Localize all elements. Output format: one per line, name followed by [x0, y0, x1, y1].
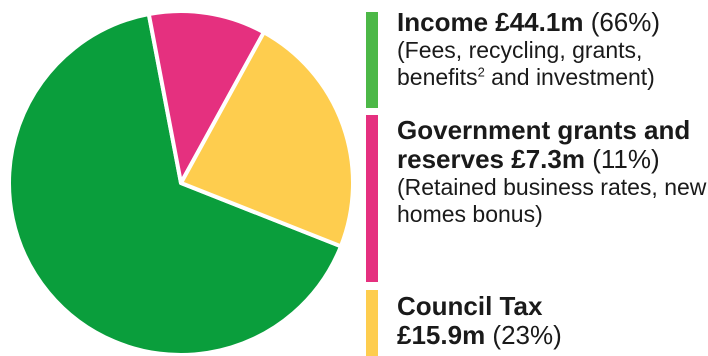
legend-entry-government-grants: Government grants and reserves £7.3m (11… [397, 116, 708, 228]
legend-desc-government-grants: (Retained business rates, new homes bonu… [397, 174, 707, 227]
legend-desc-income-a: (Fees, recycling, grants, benefits [397, 37, 643, 90]
legend-amount-income: £44.1m [495, 7, 584, 37]
legend-title-income: Income £44.1m (66%) [397, 8, 708, 37]
pie-chart [6, 9, 355, 356]
pie-slice-income [6, 12, 343, 356]
legend-name-council-tax: Council Tax [397, 291, 543, 321]
legend-amount-council-tax: £15.9m [397, 320, 486, 350]
legend-title-government-grants: Government grants and reserves £7.3m (11… [397, 116, 697, 174]
pie-slice-government-grants-and-reserves [146, 9, 266, 185]
legend-bar-income [366, 12, 378, 108]
legend-percent-income: (66%) [590, 7, 661, 37]
legend-bar-government-grants [366, 115, 378, 282]
legend-desc-income: (Fees, recycling, grants, benefits2 and … [397, 37, 708, 91]
legend-entry-income: Income £44.1m (66%) (Fees, recycling, gr… [397, 8, 708, 91]
legend-name-government-grants: Government grants and reserves [397, 115, 691, 174]
legend-desc-income-b: and investment) [484, 64, 655, 90]
footnote-marker: 2 [477, 64, 485, 80]
legend-bar-council-tax [366, 290, 378, 356]
pie-slice-council-tax [179, 30, 355, 249]
legend-percent-council-tax: (23%) [492, 320, 562, 350]
legend-name-income: Income [397, 7, 489, 37]
legend-amount-government-grants: £7.3m [511, 144, 585, 174]
legend-entry-council-tax: Council Tax £15.9m (23%) [397, 292, 708, 350]
legend-percent-government-grants: (11%) [592, 144, 660, 174]
legend-title-council-tax: Council Tax £15.9m (23%) [397, 292, 597, 350]
